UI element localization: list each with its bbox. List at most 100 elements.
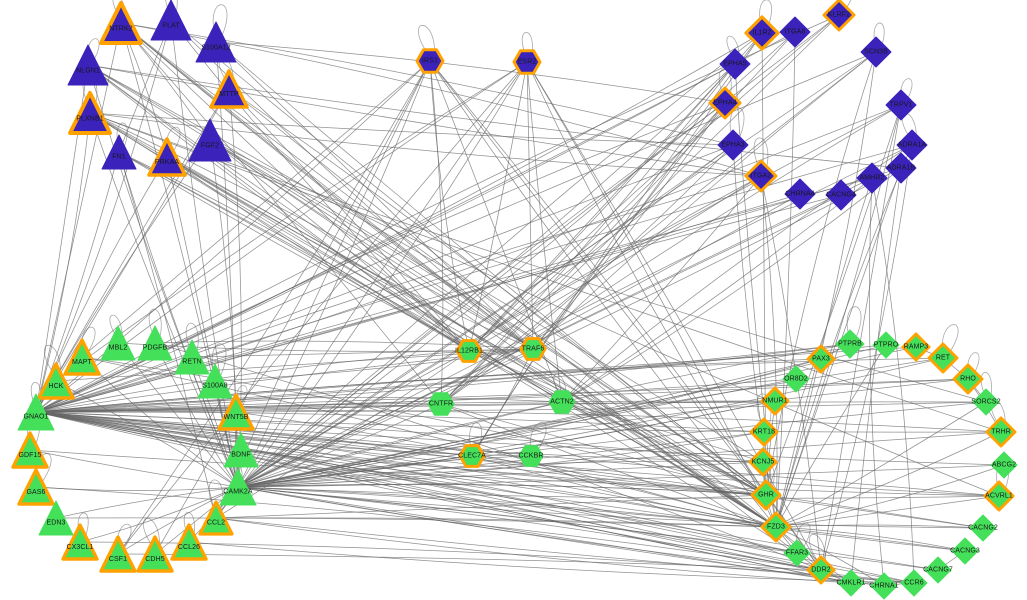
graph-node-prkaa[interactable]: PRKAA — [143, 133, 190, 180]
edge — [237, 464, 1005, 488]
graph-node-cntfr[interactable]: CNTFR — [425, 388, 457, 420]
edge — [561, 167, 902, 403]
graph-node-wnt5b[interactable]: WNT5B — [214, 390, 259, 435]
graph-node-kcnj5[interactable]: KCNJ5 — [745, 444, 781, 480]
edge — [209, 139, 777, 528]
edge — [429, 60, 767, 496]
triangle-glyph-icon — [198, 500, 234, 536]
diamond-glyph-icon — [927, 342, 959, 374]
graph-node-cacng4[interactable]: CACNG4 — [823, 177, 859, 213]
diamond-glyph-icon — [952, 363, 984, 395]
edge — [440, 63, 736, 405]
diamond-glyph-icon — [783, 539, 811, 567]
graph-node-plat[interactable]: PLAT — [148, 0, 194, 43]
edge — [237, 144, 913, 488]
diamond-glyph-icon — [760, 386, 790, 416]
hexagon-glyph-icon — [458, 444, 486, 468]
triangle-glyph-icon — [197, 363, 233, 399]
edge — [529, 422, 547, 455]
triangle-glyph-icon — [217, 393, 255, 431]
graph-node-fgf2[interactable]: FGF2 — [186, 116, 234, 164]
graph-node-cckbr[interactable]: CCKBR — [516, 441, 546, 471]
graph-node-cdh5[interactable]: CDH5 — [133, 532, 178, 577]
graph-node-mttp[interactable]: MTTP — [205, 65, 252, 112]
graph-node-bdnf[interactable]: BDNF — [221, 430, 261, 470]
graph-node-clec7a[interactable]: CLEC7A — [455, 439, 489, 473]
diamond-glyph-icon — [969, 514, 997, 542]
edge — [212, 4, 228, 41]
diamond-glyph-icon — [717, 129, 749, 161]
graph-node-epha4[interactable]: EPHA4 — [705, 83, 745, 123]
edge — [154, 340, 534, 350]
edge — [468, 61, 528, 352]
edge — [81, 60, 431, 358]
graph-node-scn3b[interactable]: SCN3B — [858, 34, 894, 70]
diamond-glyph-icon — [822, 0, 856, 32]
edge — [468, 14, 840, 352]
graph-node-traf6[interactable]: TRAF6 — [516, 332, 550, 366]
graph-node-chrna4[interactable]: CHRNA4 — [782, 176, 818, 212]
edge — [35, 63, 736, 413]
graph-node-esr2[interactable]: ESR2 — [509, 44, 545, 80]
edge — [35, 22, 122, 413]
diamond-glyph-icon — [744, 159, 778, 193]
edge — [209, 139, 1000, 497]
triangle-glyph-icon — [137, 325, 173, 361]
edge — [237, 14, 840, 488]
diamond-glyph-icon — [870, 572, 898, 600]
edge — [35, 378, 969, 413]
edge — [215, 517, 777, 528]
graph-node-s100a12[interactable]: S100A12 — [193, 19, 239, 65]
triangle-glyph-icon — [223, 432, 259, 468]
triangle-glyph-icon — [209, 69, 249, 109]
edge — [237, 175, 762, 488]
edge — [796, 522, 811, 552]
graph-node-amhr2[interactable]: AMHR2 — [854, 160, 890, 196]
edge — [440, 51, 877, 405]
edge — [35, 411, 1000, 497]
edge — [237, 60, 431, 488]
diamond-glyph-icon — [896, 129, 928, 161]
edge — [237, 350, 470, 488]
graph-node-irs1[interactable]: IRS1 — [412, 43, 448, 79]
graph-node-ccr6[interactable]: CCR6 — [898, 567, 930, 599]
edge — [35, 144, 734, 413]
graph-node-cmklr1[interactable]: CMKLR1 — [835, 567, 867, 599]
graph-node-nlgn1[interactable]: NLGN1 — [65, 42, 111, 88]
graph-node-il12rb1[interactable]: IL12RB1 — [452, 334, 486, 368]
edge — [561, 177, 873, 403]
graph-node-acvrl1[interactable]: ACVRL1 — [980, 477, 1018, 515]
graph-node-trpv1[interactable]: TRPV1 — [883, 87, 919, 123]
edge — [561, 175, 762, 403]
edge — [117, 486, 239, 555]
edge — [44, 344, 61, 380]
edge — [237, 61, 528, 488]
edge — [87, 64, 534, 350]
graph-node-chrna1[interactable]: CHRNA1 — [868, 570, 900, 600]
edge — [81, 356, 777, 528]
graph-node-ddr2[interactable]: DDR2 — [803, 552, 839, 588]
triangle-glyph-icon — [101, 134, 137, 170]
graph-node-klrf2[interactable]: KLRF2 — [819, 0, 859, 35]
edge — [87, 64, 762, 177]
graph-node-fn1[interactable]: FN1 — [99, 132, 139, 172]
edge — [429, 60, 470, 352]
edge — [429, 60, 563, 403]
edge — [775, 344, 887, 528]
diamond-glyph-icon — [782, 365, 810, 393]
diamond-glyph-icon — [835, 329, 865, 359]
graph-node-epha5[interactable]: EPHA5 — [717, 46, 753, 82]
diamond-glyph-icon — [784, 178, 816, 210]
diamond-glyph-icon — [856, 162, 888, 194]
graph-node-pdgfb[interactable]: PDGFB — [135, 323, 175, 363]
diamond-glyph-icon — [924, 556, 952, 584]
graph-node-trhr[interactable]: TRHR — [982, 413, 1020, 451]
edge — [237, 348, 534, 488]
graph-node-itga2[interactable]: ITGA2 — [741, 156, 781, 196]
graph-node-actn2[interactable]: ACTN2 — [546, 386, 578, 418]
triangle-glyph-icon — [63, 338, 101, 376]
edge — [440, 104, 902, 405]
edge — [732, 144, 777, 528]
edge — [469, 422, 482, 455]
